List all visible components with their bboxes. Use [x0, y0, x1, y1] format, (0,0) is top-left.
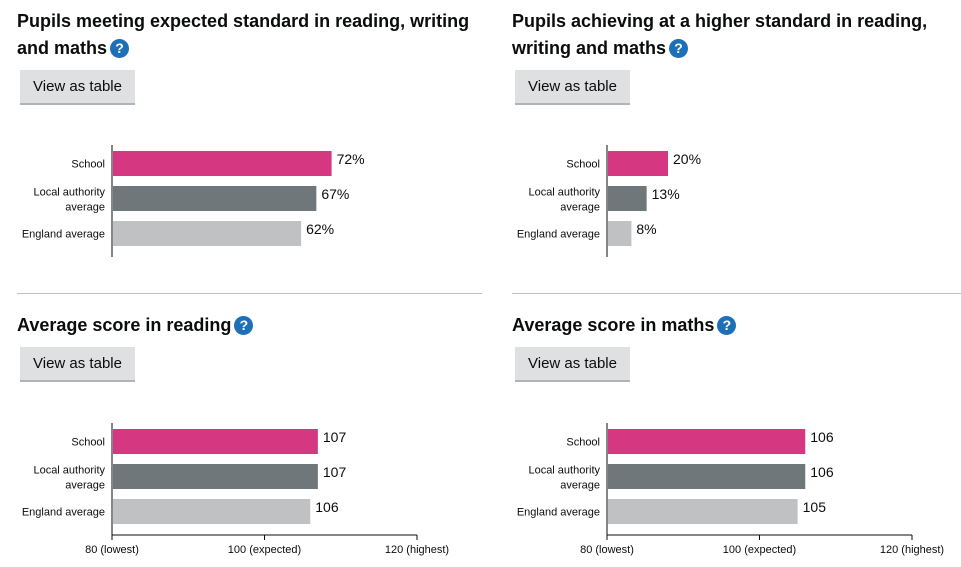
- bar-england: [113, 499, 311, 524]
- category-label: England average: [517, 229, 600, 241]
- data-label-school: 72%: [337, 151, 365, 167]
- bar-local-authority: [113, 186, 317, 211]
- x-tick-label: 120 (highest): [880, 544, 944, 556]
- category-label: School: [71, 159, 105, 171]
- bar-school: [113, 151, 332, 176]
- data-label-school: 106: [810, 429, 834, 445]
- bar-school: [608, 429, 806, 454]
- bar-local-authority: [113, 464, 318, 489]
- data-label-school: 107: [323, 429, 347, 445]
- x-tick-label: 80 (lowest): [85, 544, 139, 556]
- bar-school: [113, 429, 318, 454]
- panel-title-text: Pupils achieving at a higher standard in…: [512, 11, 928, 58]
- bar-chart-expected-standard: School 72% Local authority average 67% Englan…: [22, 145, 365, 257]
- help-icon[interactable]: ?: [669, 39, 689, 58]
- data-label-school: 20%: [673, 151, 701, 167]
- panel-title: Average score in reading?: [17, 312, 482, 339]
- data-label-england: 62%: [306, 221, 334, 237]
- data-label-england: 105: [803, 499, 827, 515]
- category-label: School: [566, 437, 600, 449]
- panel-title: Pupils achieving at a higher standard in…: [512, 8, 961, 62]
- bar-chart-reading-score: School 107 Local authority average 107 Englan…: [22, 423, 449, 556]
- category-label-line: average: [65, 202, 105, 214]
- category-label: School: [566, 159, 600, 171]
- category-label: England average: [22, 507, 105, 519]
- bar-england: [608, 221, 632, 246]
- help-icon[interactable]: ?: [234, 316, 254, 335]
- help-icon[interactable]: ?: [110, 39, 130, 58]
- category-label: England average: [517, 507, 600, 519]
- data-label-england: 8%: [636, 221, 656, 237]
- help-icon[interactable]: ?: [717, 316, 737, 335]
- category-label-line: average: [560, 480, 600, 492]
- panel-title-text: Average score in reading: [17, 315, 232, 335]
- bar-local-authority: [608, 186, 647, 211]
- panel-title-text: Pupils meeting expected standard in read…: [17, 11, 470, 58]
- category-label: England average: [22, 229, 105, 241]
- x-tick-label: 80 (lowest): [580, 544, 634, 556]
- view-as-table-button[interactable]: View as table: [20, 347, 135, 380]
- category-label: School: [71, 437, 105, 449]
- section-divider: [17, 293, 482, 294]
- view-as-table-button[interactable]: View as table: [515, 347, 630, 380]
- panel-title: Average score in maths?: [512, 312, 961, 339]
- bar-chart-maths-score: School 106 Local authority average 106 Englan…: [517, 423, 944, 556]
- x-tick-label: 100 (expected): [228, 544, 301, 556]
- section-divider: [512, 293, 961, 294]
- category-label-line: Local authority: [33, 465, 105, 477]
- bar-england: [608, 499, 798, 524]
- view-as-table-button[interactable]: View as table: [20, 70, 135, 103]
- data-label-local-authority: 106: [810, 464, 834, 480]
- bar-local-authority: [608, 464, 806, 489]
- bar-school: [608, 151, 668, 176]
- panel-title: Pupils meeting expected standard in read…: [17, 8, 482, 62]
- category-label-line: average: [560, 202, 600, 214]
- bar-england: [113, 221, 302, 246]
- category-label-line: Local authority: [33, 187, 105, 199]
- x-tick-label: 100 (expected): [723, 544, 796, 556]
- x-tick-label: 120 (highest): [385, 544, 449, 556]
- view-as-table-button[interactable]: View as table: [515, 70, 630, 103]
- data-label-england: 106: [315, 499, 339, 515]
- category-label-line: Local authority: [528, 465, 600, 477]
- category-label-line: average: [65, 480, 105, 492]
- panel-title-text: Average score in maths: [512, 315, 715, 335]
- bar-chart-higher-standard: School 20% Local authority average 13% Englan…: [517, 145, 701, 257]
- category-label-line: Local authority: [528, 187, 600, 199]
- data-label-local-authority: 13%: [652, 186, 680, 202]
- data-label-local-authority: 67%: [321, 186, 349, 202]
- data-label-local-authority: 107: [323, 464, 347, 480]
